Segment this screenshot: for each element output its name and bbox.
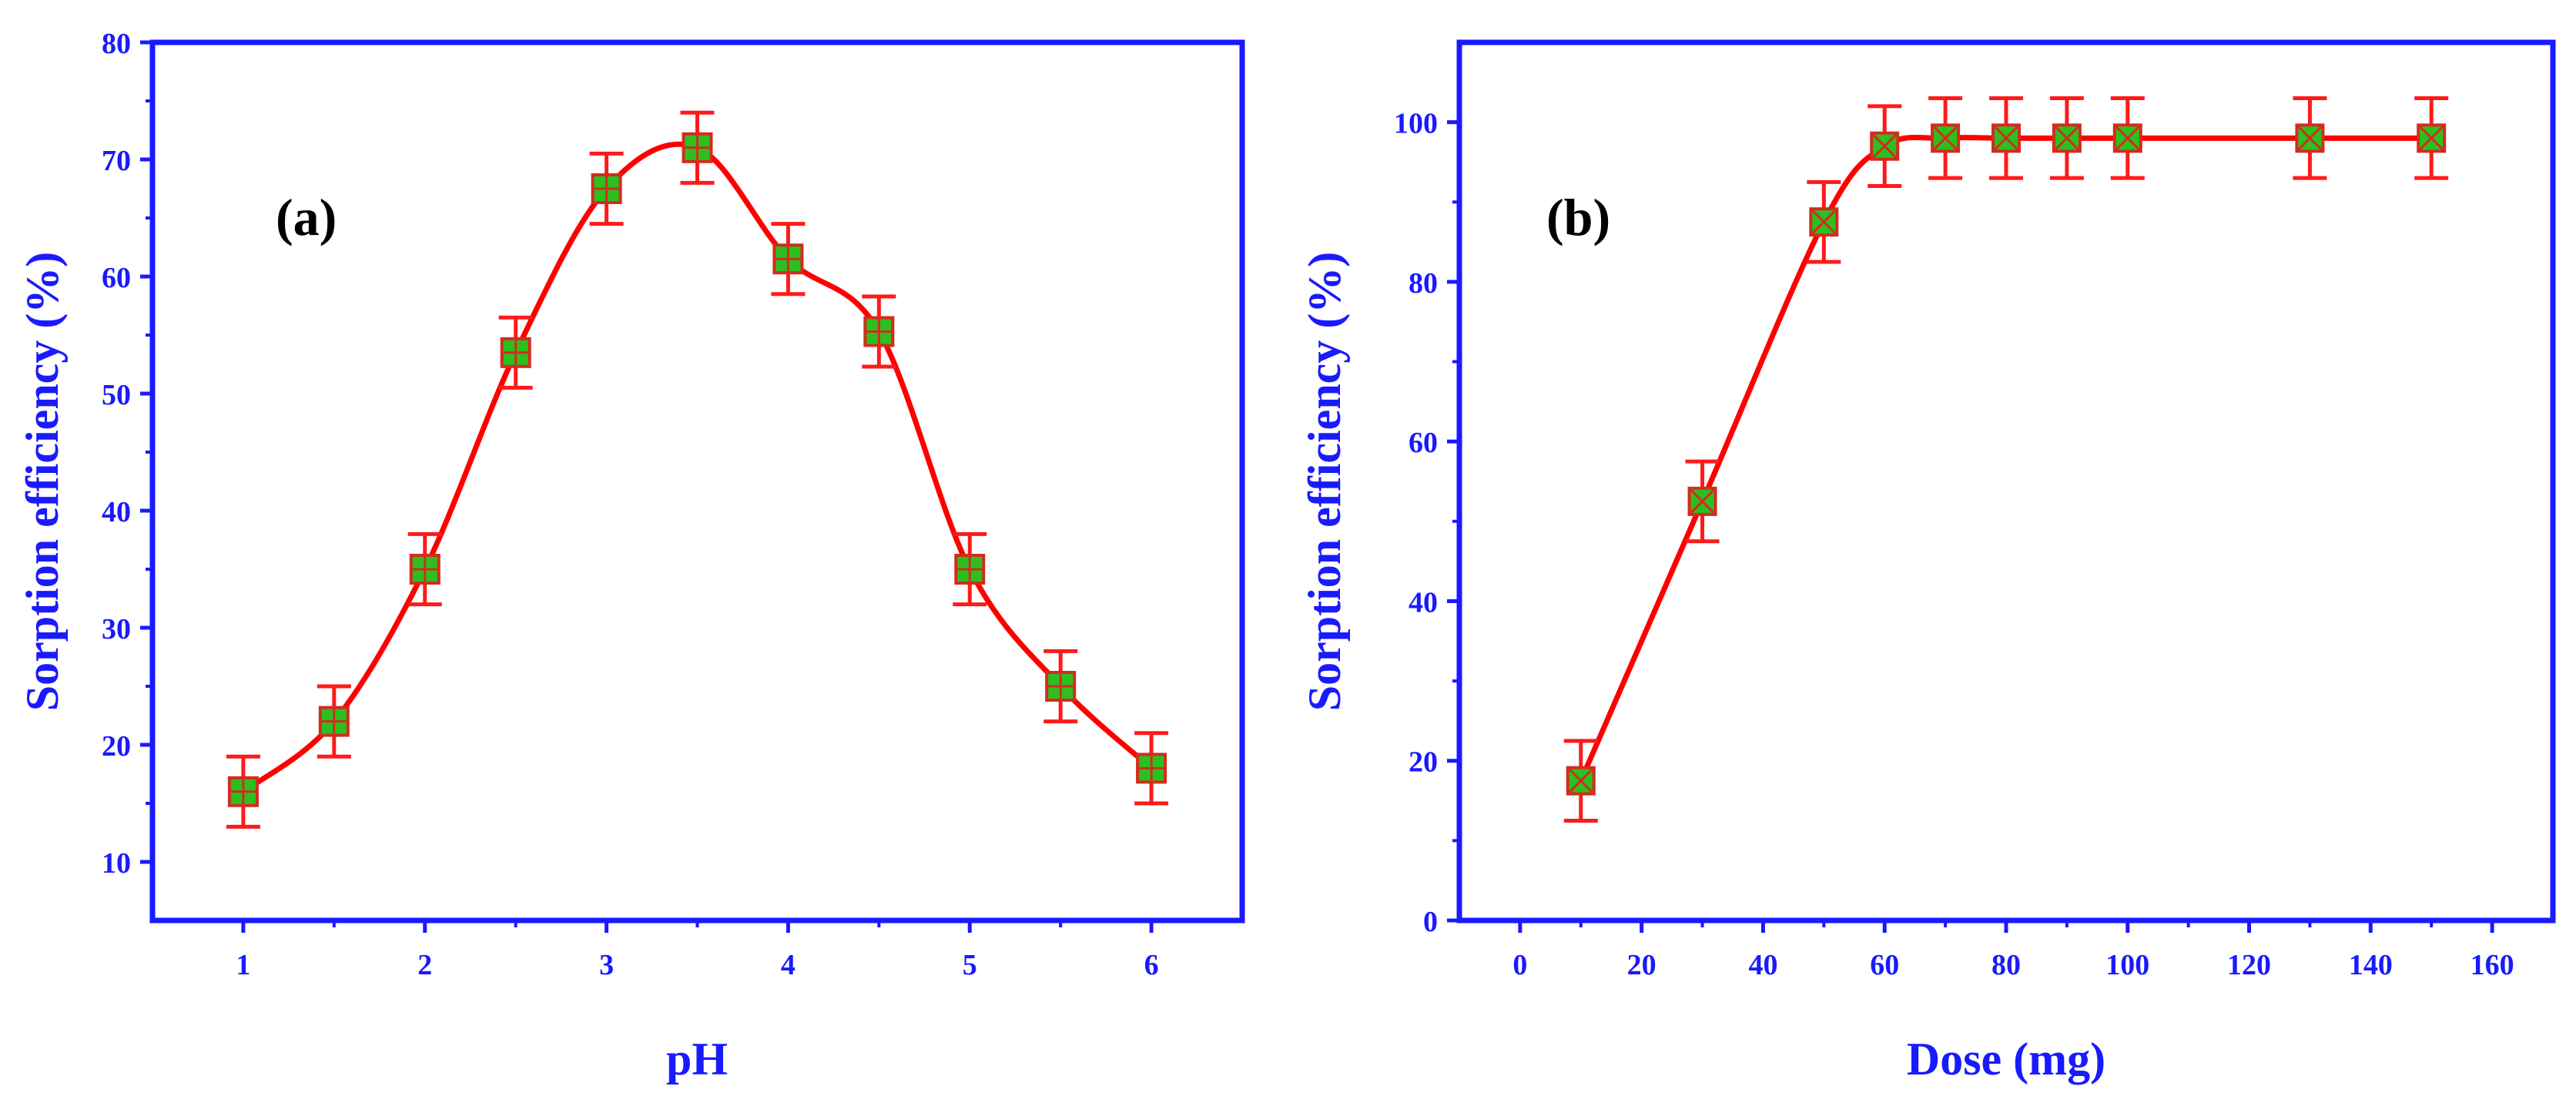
panel-b-x-tick-label: 100 (2105, 949, 2149, 981)
panel-b-y-tick-label: 40 (1409, 586, 1438, 619)
panel-a-y-tick-label: 80 (102, 28, 131, 60)
panel-b-data-point (1809, 207, 1839, 237)
panel-a-y-tick-label: 70 (102, 145, 131, 177)
panel-b-data-point (2295, 123, 2325, 153)
panel-a-y-tick-label: 60 (102, 262, 131, 294)
panel-b-data-point (2112, 123, 2142, 153)
panel-b-data-point (1566, 766, 1596, 796)
panel-b-marker-x-2 (1811, 210, 1837, 235)
panel-b-x-tick-label: 140 (2349, 949, 2393, 981)
panel-b-data-point (1931, 123, 1961, 153)
panel-a-x-axis-title: pH (666, 1034, 728, 1085)
panel-a-data-point (863, 316, 895, 347)
panel-a-x-tick-label: 1 (236, 949, 250, 981)
panel-b-marker-x-2 (1690, 488, 1715, 514)
panel-a-data-point (318, 706, 350, 737)
panel-a-label: (a) (276, 188, 337, 246)
panel-a-data-point (1045, 671, 1077, 702)
panel-a-x-tick-label: 5 (963, 949, 977, 981)
panel-b-marker-x-2 (1568, 768, 1593, 793)
panel-b-marker-x-2 (2419, 126, 2444, 151)
panel-a-y-tick-label: 20 (102, 730, 131, 763)
panel-a-y-axis-title: Sorption efficiency (%) (17, 252, 68, 712)
panel-b-y-tick-label: 0 (1423, 906, 1438, 938)
panel-b-y-tick-label: 60 (1409, 427, 1438, 459)
panel-a-data-point (227, 776, 259, 807)
panel-a-y-tick-label: 10 (102, 847, 131, 880)
panel-b-x-tick-label: 60 (1870, 949, 1899, 981)
panel-a-x-tick-label: 2 (417, 949, 432, 981)
panel-b-label: (b) (1546, 188, 1610, 246)
panel-b-marker-x-2 (2054, 126, 2079, 151)
panel-b-y-tick-label: 20 (1409, 746, 1438, 779)
panel-b-marker-x-2 (2115, 126, 2140, 151)
panel-a-data-point (500, 337, 531, 368)
panel-a-data-point (1136, 753, 1167, 784)
panel-a-y-tick-label: 30 (102, 613, 131, 645)
panel-b-marker-x-2 (2297, 126, 2323, 151)
panel-b-y-axis-title: Sorption efficiency (%) (1299, 252, 1350, 712)
panel-a-data-point (772, 243, 804, 275)
panel-a-x-tick-label: 3 (599, 949, 614, 981)
panel-b-marker-x-2 (1872, 133, 1898, 159)
panel-a-data-point (409, 554, 440, 585)
panel-b-x-tick-label: 40 (1748, 949, 1777, 981)
panel-b-marker-x-2 (1933, 126, 1958, 151)
panel-b-x-tick-label: 0 (1512, 949, 1527, 981)
panel-b-y-tick-label: 80 (1409, 267, 1438, 300)
panel-a-data-point (954, 554, 986, 585)
panel-a-x-tick-label: 4 (781, 949, 796, 981)
panel-a-y-tick-label: 50 (102, 379, 131, 411)
panel-b-x-tick-label: 20 (1627, 949, 1656, 981)
panel-a-y-tick-label: 40 (102, 496, 131, 528)
panel-a-x-tick-label: 6 (1144, 949, 1159, 981)
panel-b-data-point (2052, 123, 2082, 153)
chart-panel-a: 1 2 3 4 5 6 10 20 30 40 50 60 70 80 (102, 28, 1245, 981)
panel-b-x-tick-label: 160 (2470, 949, 2514, 981)
panel-b-marker-x-2 (1993, 126, 2019, 151)
panel-b-data-point (1870, 131, 1900, 161)
panel-b-x-axis-title: Dose (mg) (1907, 1034, 2105, 1085)
panel-b-x-tick-label: 120 (2227, 949, 2271, 981)
panel-a-data-point (591, 173, 622, 204)
chart-panel-b: 0 20 40 60 80 100 120 140 160 0 20 40 60 80 100 (1394, 39, 2556, 981)
panel-b-x-tick-label: 80 (1991, 949, 2021, 981)
panel-b-data-point (1687, 486, 1717, 516)
panel-b-data-point (2417, 123, 2447, 153)
panel-b-y-tick-label: 100 (1394, 108, 1438, 140)
panel-b-data-point (1991, 123, 2021, 153)
panel-a-data-point (682, 132, 713, 163)
